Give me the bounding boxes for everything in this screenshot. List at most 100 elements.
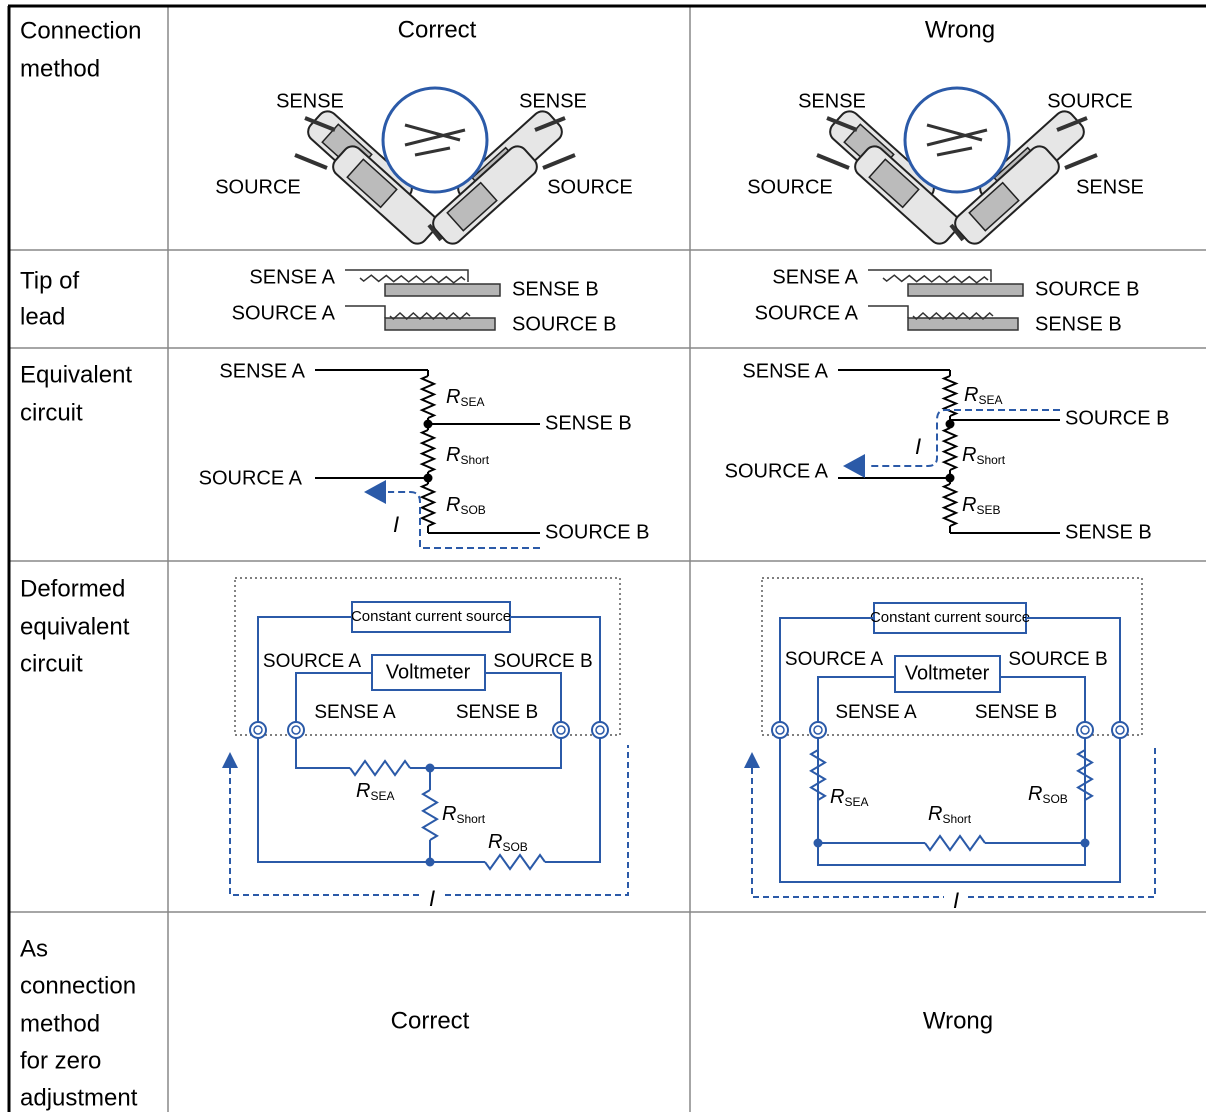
resistor-label: RSEB [962,494,1000,517]
resistor-subscript: Short [942,812,971,826]
resistor-label: RSOB [488,831,528,854]
resistor-subscript: SEB [976,503,1000,517]
label: SENSE A [314,702,396,723]
resistor-subscript: SEA [844,795,868,809]
resistor-label: RSOB [1028,783,1068,806]
current-arrow [843,454,865,478]
instrument-box [761,577,1143,736]
label: SOURCE B [1008,649,1107,670]
resistor-subscript: SOB [460,503,485,517]
label: SENSE B [1065,521,1152,543]
row-label: method [20,55,100,82]
junction [813,838,823,848]
resistor-subscript: SEA [460,395,484,409]
current-path [229,745,629,896]
row-label: Tip of [20,267,79,294]
label: SENSE [798,90,866,112]
current-label: I [393,512,399,537]
label: SENSE B [545,412,632,434]
row-label: connection [20,972,136,999]
label: SOURCE A [785,649,884,670]
current-arrow [222,752,238,768]
terminal [253,725,263,735]
cable [534,116,566,132]
resistor-symbol: R [928,803,942,825]
resistor [941,427,959,471]
label: SOURCE A [232,302,336,324]
label: SENSE [1076,176,1144,198]
current-path [868,409,1060,467]
terminal [595,725,605,735]
resistor-subscript: Short [456,812,485,826]
resistor-label: RShort [962,444,1006,467]
resistor-subscript: SEA [978,393,1002,407]
resistor-label: RShort [442,803,486,826]
resistor-symbol: R [446,386,460,408]
current-label: I [915,434,921,459]
jaw-detail [926,123,988,157]
junction [423,419,433,429]
resistor [912,311,994,321]
row-label: As [20,935,48,962]
label: SENSE [519,90,587,112]
cable [304,116,336,132]
row-label: circuit [20,399,83,426]
resistor-subscript: SOB [502,840,527,854]
column-header: Correct [398,16,477,43]
junction [425,763,435,773]
label: SENSE A [742,360,828,382]
current-arrow [364,480,386,504]
wire [410,672,562,769]
resistor [1076,749,1094,801]
terminal [291,725,301,735]
junction [425,857,435,867]
probes [307,110,563,245]
junction [945,473,955,483]
label: SENSE A [249,266,335,288]
row-label: equivalent [20,613,130,640]
row-label: adjustment [20,1084,138,1111]
cable [294,153,328,170]
row-label: for zero [20,1047,101,1074]
resistor-symbol: R [356,780,370,802]
jaw [868,305,909,318]
label: SENSE A [772,266,858,288]
label: SENSE B [512,278,599,300]
wire [510,616,601,863]
detail-circle [381,86,489,194]
resistor [359,274,466,284]
label: SOURCE [547,176,633,198]
detail-circle [903,86,1011,194]
row-label: lead [20,303,65,330]
probe-grip [868,158,920,209]
resistor [809,749,827,801]
resistor-subscript: SOB [1042,792,1067,806]
row-label: Deformed [20,575,125,602]
current-label: I [429,886,435,911]
label: SOURCE B [1065,407,1169,429]
label: SOURCE A [725,460,829,482]
resistor [349,759,411,777]
probe-grip [446,181,498,232]
current-path [751,745,1156,898]
label: SOURCE [747,176,833,198]
jaw [384,317,496,331]
meter-label: Voltmeter [386,661,471,683]
source-label: Constant current source [870,609,1030,626]
resistor-label: RSOB [446,494,486,517]
label: SOURCE A [263,651,362,672]
resistor [389,311,471,321]
label: SENSE A [835,702,917,723]
meter-label: Voltmeter [905,662,990,684]
jaw-detail [404,123,466,157]
resistor [941,483,959,527]
row-label: Equivalent [20,361,132,388]
label: SENSE B [975,702,1057,723]
current-label: I [953,888,959,913]
resistor [924,834,986,852]
resistor-symbol: R [1028,783,1042,805]
instrument-box [234,577,621,736]
resistor-subscript: Short [976,453,1005,467]
wire [295,672,372,769]
